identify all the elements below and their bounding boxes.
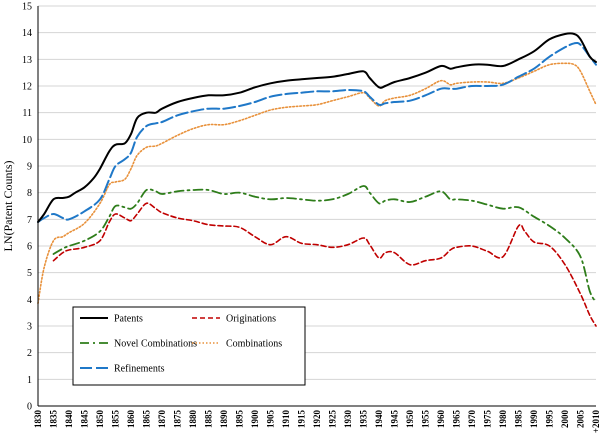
y-tick-label: 12 <box>22 82 32 93</box>
x-tick-label: 1995 <box>545 410 555 429</box>
x-tick-label: 1990 <box>529 410 539 429</box>
x-tick-label: 1970 <box>467 410 477 429</box>
y-tick-label: 14 <box>22 28 32 39</box>
series-line-novel-combinations <box>52 185 597 303</box>
legend: Patents Originations Novel Combinations Com… <box>72 306 306 386</box>
y-tick-label: 13 <box>22 55 32 66</box>
x-tick-label: 1950 <box>405 410 415 429</box>
x-tick-label: 1840 <box>64 410 74 429</box>
x-tick-label: 1890 <box>219 410 229 429</box>
legend-label-patents: Patents <box>114 314 143 325</box>
x-tick-label: 1940 <box>374 410 384 429</box>
y-axis-label: LN(Patent Counts) <box>1 161 15 252</box>
x-tick-label: 1860 <box>126 410 136 429</box>
legend-label-novel-combinations: Novel Combinations <box>114 339 197 350</box>
x-tick-label: 1845 <box>80 410 90 429</box>
legend-label-combinations: Combinations <box>226 339 282 350</box>
y-tick-label: 4 <box>27 295 32 306</box>
x-tick-label: 1880 <box>188 410 198 429</box>
y-tick-label: 10 <box>22 135 32 146</box>
x-tick-label: 1935 <box>359 410 369 429</box>
x-tick-label: 2005 <box>576 410 586 429</box>
x-tick-label: 1905 <box>266 410 276 429</box>
x-tick-label: 1925 <box>328 410 338 429</box>
y-tick-label: 7 <box>27 215 32 226</box>
x-tick-label: 1920 <box>312 410 322 429</box>
x-tick-label: 1955 <box>421 410 431 429</box>
y-tick-label: 5 <box>27 268 32 279</box>
x-tick-label: 1965 <box>452 410 462 429</box>
x-tick-label: 1835 <box>49 410 59 429</box>
x-tick-label: 1870 <box>157 410 167 429</box>
x-tick-label: 1875 <box>173 410 183 429</box>
series-lines <box>37 32 597 327</box>
series-line-combinations <box>37 62 597 305</box>
x-tick-label: 1895 <box>235 410 245 429</box>
x-tick-label: 1865 <box>142 410 152 429</box>
x-tick-labels: 1830 1835 1840 1845 1850 1855 1860 1865 1870 1875… <box>33 410 601 434</box>
x-tick-label: 1850 <box>95 410 105 429</box>
series-line-refinements <box>37 41 597 223</box>
x-tick-label: 1980 <box>498 410 508 429</box>
y-tick-label: 15 <box>22 2 32 13</box>
x-tick-label: 1915 <box>297 410 307 429</box>
series-line-originations <box>52 202 597 327</box>
x-tick-label: 1985 <box>514 410 524 429</box>
x-tick-label: 1900 <box>250 410 260 429</box>
x-tick-label: 1885 <box>204 410 214 429</box>
x-tick-label: 1960 <box>436 410 446 429</box>
y-tick-label: 2 <box>27 348 32 359</box>
x-tick-label: 1975 <box>483 410 493 429</box>
x-tick-label: 1910 <box>281 410 291 429</box>
x-tick-label: +2010 <box>591 410 601 434</box>
y-tick-label: 11 <box>22 108 32 119</box>
x-tick-label: 2000 <box>560 410 570 429</box>
legend-label-refinements: Refinements <box>114 364 165 375</box>
y-tick-label: 9 <box>27 162 32 173</box>
y-tick-label: 1 <box>27 375 32 386</box>
x-tick-label: 1945 <box>390 410 400 429</box>
x-tick-label: 1930 <box>343 410 353 429</box>
x-tick-label: 1830 <box>33 410 43 429</box>
legend-label-originations: Originations <box>226 314 276 325</box>
axes <box>37 6 596 407</box>
x-tick-label: 1855 <box>111 410 121 429</box>
y-tick-label: 3 <box>27 322 32 333</box>
legend-box <box>72 306 306 386</box>
series-line-patents <box>37 32 597 223</box>
gridlines <box>38 5 596 380</box>
y-tick-label: 6 <box>27 242 32 253</box>
y-tick-label: 0 <box>27 402 32 413</box>
y-tick-label: 8 <box>27 188 32 199</box>
